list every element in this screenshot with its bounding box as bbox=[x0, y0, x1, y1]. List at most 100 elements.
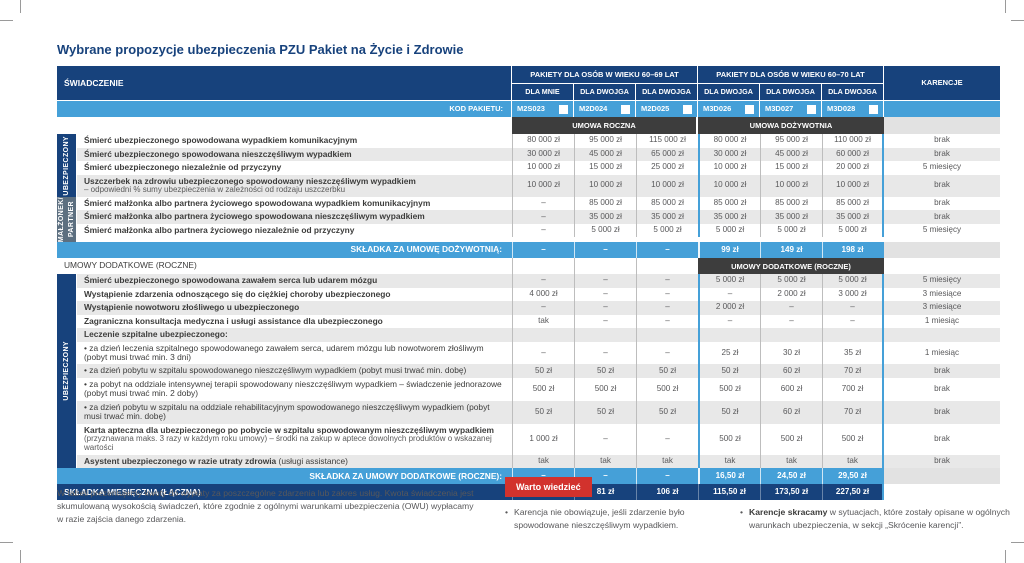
table-row: • za pobyt na oddziale intensywnej terap… bbox=[77, 377, 1000, 401]
value-cell: 95 000 zł bbox=[574, 134, 636, 148]
table-section: MAŁŻONEK/PARTNER Śmierć małżonka albo par… bbox=[57, 196, 1000, 243]
value-cell: tak bbox=[822, 454, 884, 469]
package-checkbox[interactable] bbox=[807, 104, 816, 114]
package-checkbox[interactable] bbox=[621, 104, 630, 114]
value-cell: tak bbox=[698, 454, 760, 469]
group-header-60-69: PAKIETY DLA OSÓB W WIEKU 60–69 LAT bbox=[512, 66, 698, 84]
value-cell bbox=[574, 258, 636, 275]
value-cell: 16,50 zł bbox=[698, 468, 760, 485]
footer-bullet: • Karencje skracamy w sytuacjach, które z… bbox=[740, 506, 1024, 532]
table-header: ŚWIADCZENIE PAKIETY DLA OSÓB W WIEKU 60–… bbox=[57, 66, 1000, 134]
crop-mark bbox=[1005, 0, 1006, 13]
value-cell: 35 000 zł bbox=[698, 210, 760, 224]
value-cell: – bbox=[512, 341, 574, 365]
page-title: Wybrane propozycje ubezpieczenia PZU Pak… bbox=[57, 42, 464, 57]
benefit-label: Śmierć ubezpieczonego spowodowana wypadk… bbox=[77, 134, 512, 148]
value-cell: – bbox=[760, 301, 822, 315]
table-row: SKŁADKA ZA UMOWĘ DOŻYWOTNIĄ: – – –99 zł 149 … bbox=[57, 242, 1000, 259]
karencja-cell: brak bbox=[934, 433, 950, 443]
karencja-cell bbox=[884, 258, 1000, 274]
benefit-text: UMOWY DODATKOWE (ROCZNE) bbox=[64, 260, 197, 271]
kod-row-karencje-cell bbox=[884, 101, 1000, 117]
package-checkbox[interactable] bbox=[683, 104, 692, 114]
value-cell: 3 000 zł bbox=[822, 287, 884, 302]
value-cell: – bbox=[512, 210, 574, 224]
karencja-cell: brak bbox=[934, 383, 950, 393]
value-cell: – bbox=[574, 314, 636, 329]
value-cell: 65 000 zł bbox=[636, 147, 698, 161]
karencja-cell bbox=[884, 328, 1000, 342]
value-cell: 60 zł bbox=[760, 364, 822, 378]
value-cell: – bbox=[636, 242, 698, 259]
section-label-strip: UBEZPIECZONY bbox=[57, 274, 77, 469]
value-cell: 35 000 zł bbox=[636, 210, 698, 224]
value-cell: 50 zł bbox=[698, 364, 760, 378]
value-cell: – bbox=[574, 301, 636, 315]
table-row: Śmierć ubezpieczonego niezależnie od prz… bbox=[77, 161, 1000, 175]
package-checkbox[interactable] bbox=[869, 104, 878, 114]
value-cell: 60 000 zł bbox=[822, 147, 884, 161]
section-label-text: MAŁŻONEK/ bbox=[58, 196, 66, 243]
value-cell bbox=[636, 328, 698, 342]
value-cell: 5 000 zł bbox=[760, 223, 822, 238]
value-cell: 20 000 zł bbox=[822, 161, 884, 175]
value-cell: – bbox=[636, 341, 698, 365]
karencja-cell: brak bbox=[884, 147, 1000, 161]
value-cell: tak bbox=[574, 454, 636, 469]
table-row: Zagraniczna konsultacja medyczna i usług… bbox=[77, 314, 1000, 329]
value-cell bbox=[760, 328, 822, 342]
benefit-text: Karta apteczna dla ubezpieczonego po pob… bbox=[84, 424, 495, 435]
benefit-label: Zagraniczna konsultacja medyczna i usług… bbox=[77, 315, 512, 329]
value-cell: 50 zł bbox=[636, 364, 698, 378]
karencja-cell bbox=[884, 468, 1000, 485]
table-row: • za dzień leczenia szpitalnego spowodow… bbox=[77, 341, 1000, 365]
value-cell: 50 zł bbox=[574, 364, 636, 378]
section-rows: Śmierć ubezpieczonego spowodowana wypadk… bbox=[77, 134, 1000, 197]
value-cell: 29,50 zł bbox=[822, 468, 884, 485]
benefit-text: Wystąpienie nowotworu złośliwego u ubezp… bbox=[84, 302, 300, 313]
table-row: Śmierć małżonka albo partnera życiowego … bbox=[77, 210, 1000, 224]
benefits-table: ŚWIADCZENIE PAKIETY DLA OSÓB W WIEKU 60–… bbox=[57, 66, 1000, 501]
value-cell: 5 000 zł bbox=[574, 223, 636, 238]
table-body: UBEZPIECZONY Śmierć ubezpieczonego spowod… bbox=[57, 134, 1000, 501]
bullet-text: Karencja nie obowiązuje, jeśli zdarzenie… bbox=[514, 507, 685, 530]
value-cell: – bbox=[574, 341, 636, 365]
section-label-strip: MAŁŻONEK/PARTNER bbox=[57, 196, 77, 243]
value-cell: 10 000 zł bbox=[760, 174, 822, 197]
package-code: M3D028 bbox=[827, 104, 856, 114]
value-cell: – bbox=[574, 274, 636, 288]
value-cell: – bbox=[512, 242, 574, 259]
column-header-package-type: DLA DWOJGA bbox=[760, 84, 822, 101]
value-cell: 30 000 zł bbox=[698, 147, 760, 161]
benefit-text: • za dzień pobytu w szpitalu spowodowane… bbox=[84, 365, 467, 376]
benefit-label: Śmierć małżonka albo partnera życiowego … bbox=[77, 210, 512, 224]
value-cell: – bbox=[822, 314, 884, 329]
value-cell: 30 zł bbox=[760, 341, 822, 365]
table-row: Asystent ubezpieczonego w razie utraty z… bbox=[77, 454, 1000, 469]
benefit-text: Leczenie szpitalne ubezpieczonego: bbox=[84, 329, 228, 340]
benefit-text: SKŁADKA ZA UMOWĘ DOŻYWOTNIĄ: bbox=[350, 244, 502, 255]
benefit-text: Śmierć małżonka albo partnera życiowego … bbox=[84, 197, 431, 208]
package-code: M3D027 bbox=[765, 104, 794, 114]
column-header-package-type: DLA DWOJGA bbox=[822, 84, 884, 101]
value-cell: 2 000 zł bbox=[698, 301, 760, 315]
benefit-label: • za pobyt na oddziale intensywnej terap… bbox=[77, 378, 512, 401]
value-cell: – bbox=[512, 274, 574, 288]
value-cell: 85 000 zł bbox=[760, 196, 822, 211]
package-checkbox[interactable] bbox=[745, 104, 754, 114]
package-checkbox[interactable] bbox=[559, 104, 568, 114]
value-cell: 99 zł bbox=[698, 242, 760, 259]
value-cell: 149 zł bbox=[760, 242, 822, 259]
footer-note: W tabeli prezentujemy kwoty do wypłaty z… bbox=[57, 488, 474, 524]
package-code: M2D025 bbox=[641, 104, 670, 114]
crop-mark bbox=[20, 550, 21, 563]
value-cell: 50 zł bbox=[574, 400, 636, 424]
section-label-text: PARTNER bbox=[67, 201, 75, 238]
section-rows: Śmierć małżonka albo partnera życiowego … bbox=[77, 196, 1000, 242]
table-row: Śmierć ubezpieczonego spowodowana zawałe… bbox=[77, 274, 1000, 288]
kod-pakietu-label: KOD PAKIETU: bbox=[57, 101, 512, 117]
value-cell: tak bbox=[512, 454, 574, 469]
value-cell: – bbox=[574, 242, 636, 259]
section-label-text: UBEZPIECZONY bbox=[62, 341, 70, 402]
package-code-cell: M2D025 bbox=[636, 101, 698, 117]
